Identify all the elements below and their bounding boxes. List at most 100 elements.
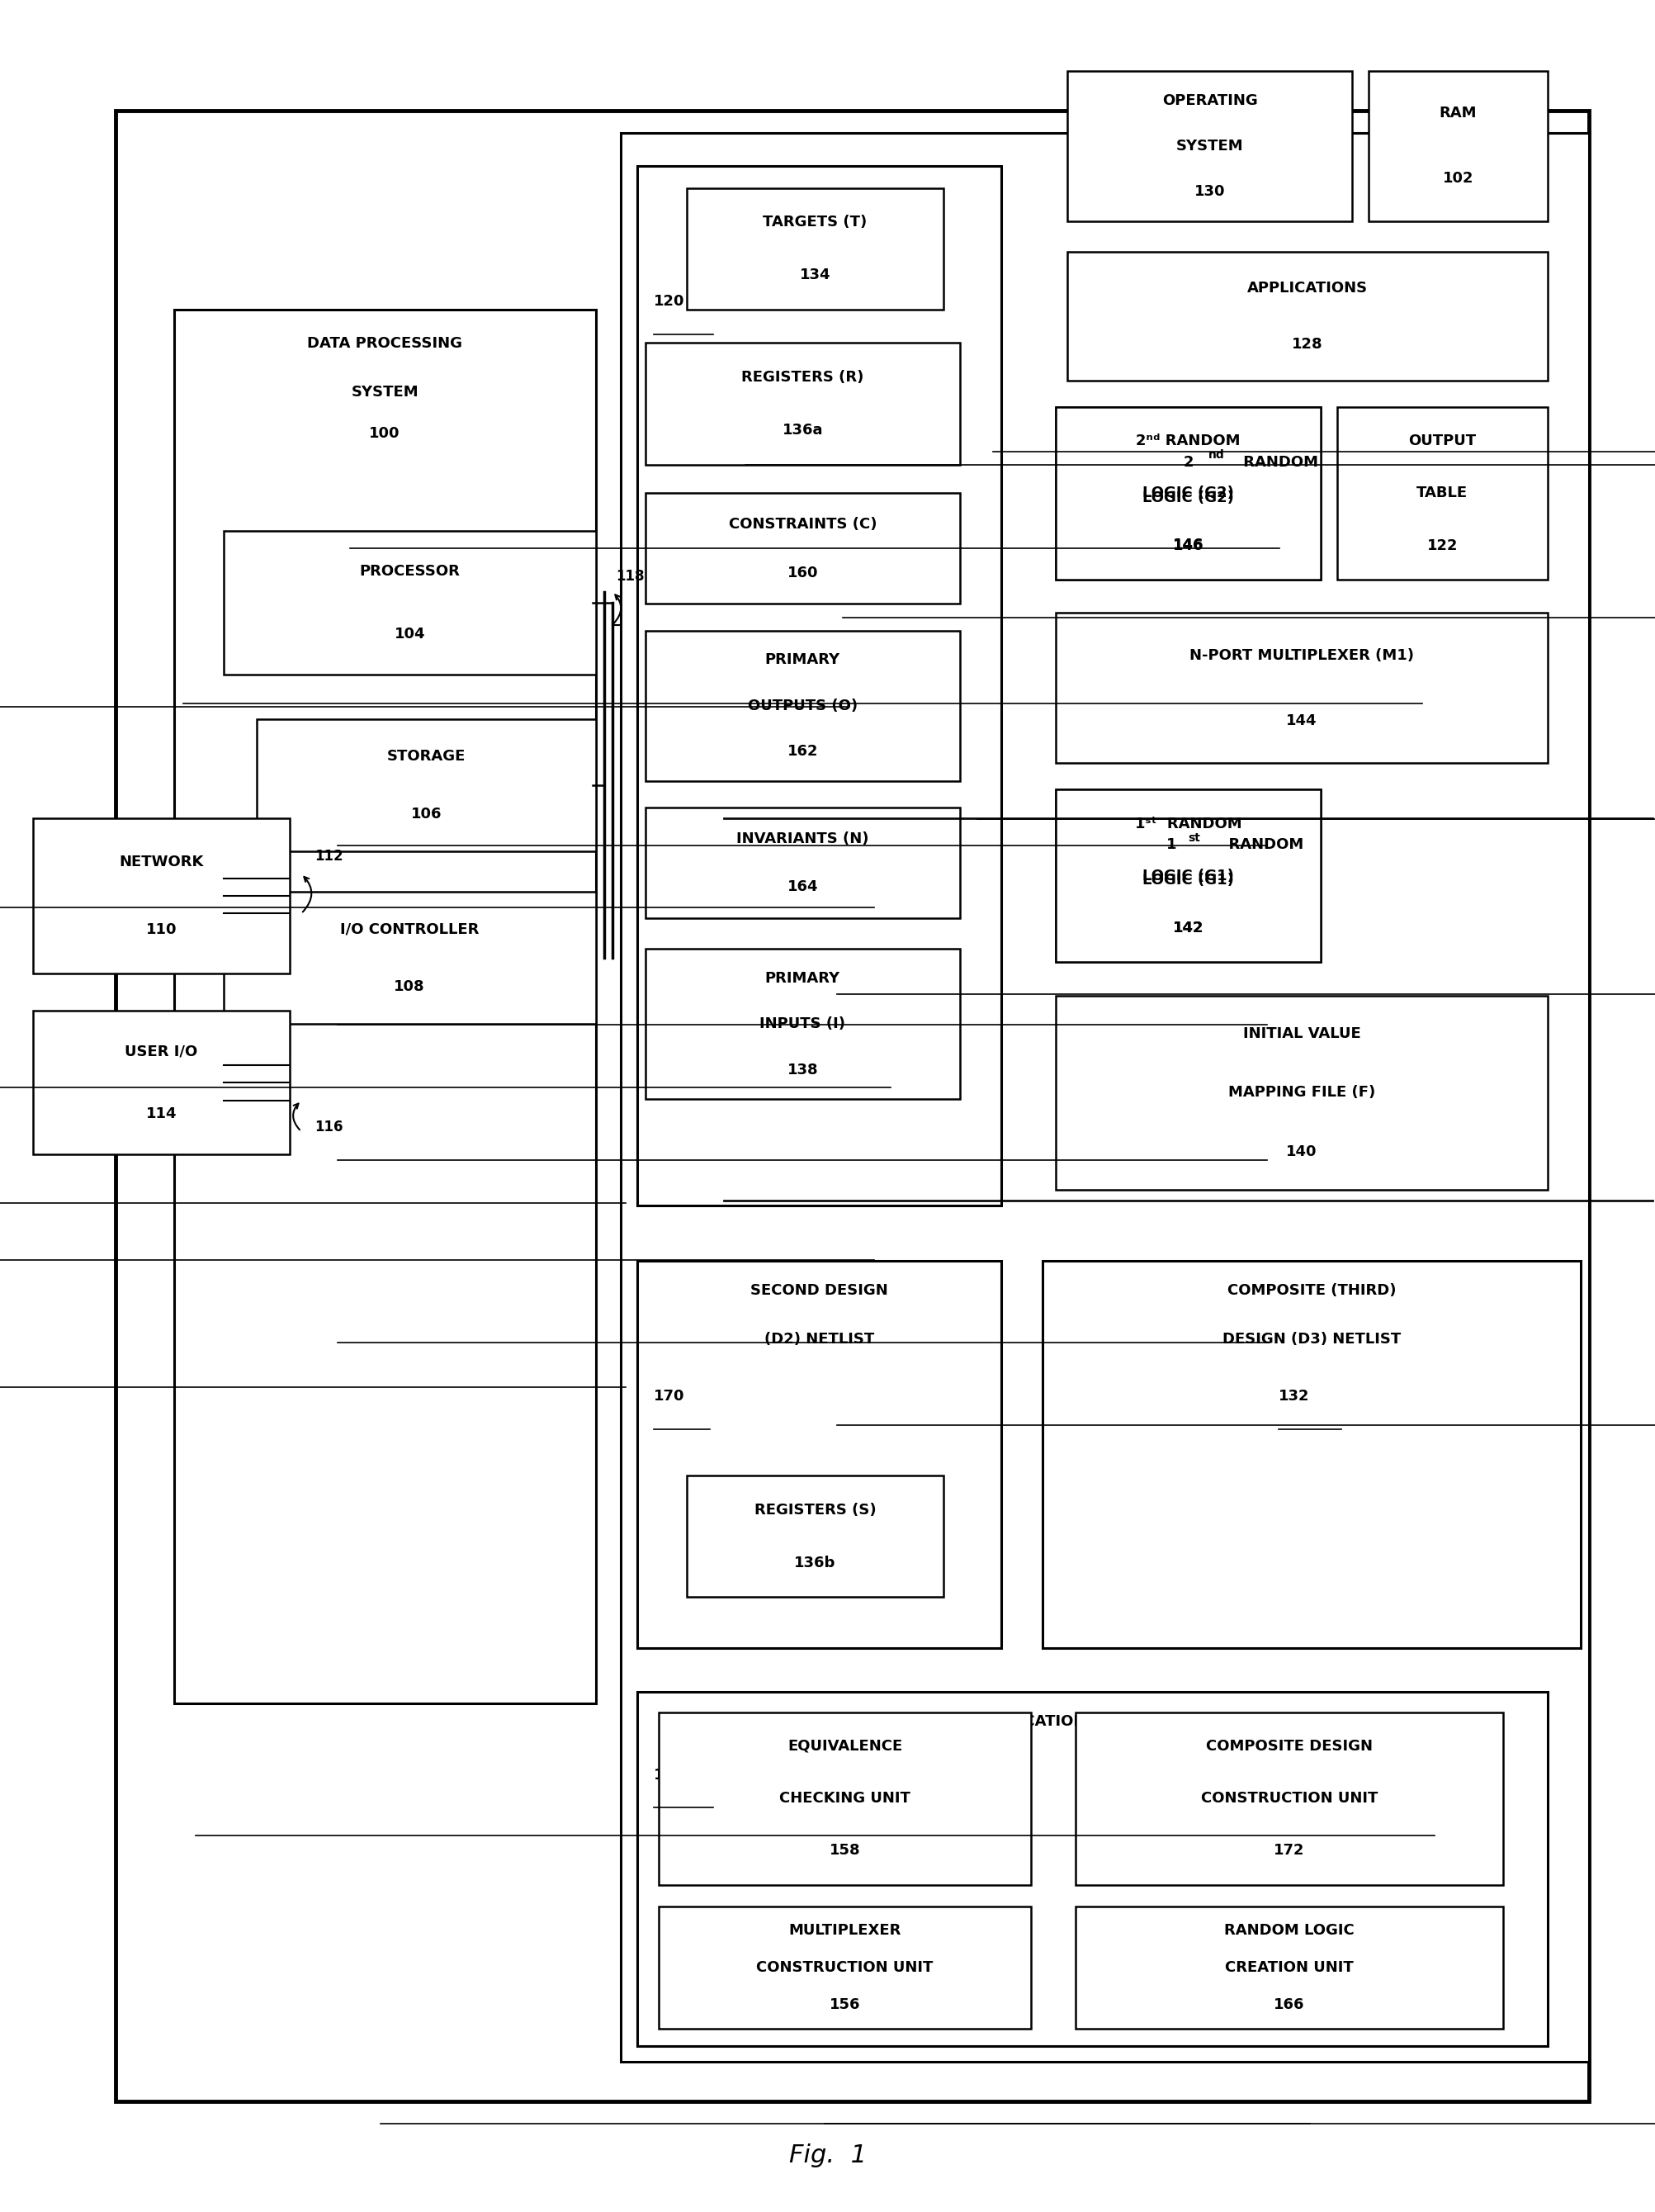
Bar: [687, 188, 943, 310]
Text: 142: 142: [1173, 920, 1203, 936]
Text: EQUIVALENCE: EQUIVALENCE: [788, 1739, 902, 1754]
Text: 170: 170: [654, 1389, 685, 1405]
Text: LOGIC (G1): LOGIC (G1): [1142, 874, 1235, 887]
Text: RANDOM: RANDOM: [1238, 456, 1317, 469]
Text: OUTPUTS (O): OUTPUTS (O): [748, 699, 857, 712]
Bar: [33, 1011, 290, 1155]
Text: REGISTERS (S): REGISTERS (S): [755, 1502, 875, 1517]
Bar: [223, 531, 596, 675]
Text: INVARIANTS (N): INVARIANTS (N): [736, 832, 869, 845]
Text: 142: 142: [1173, 920, 1203, 936]
Bar: [33, 818, 290, 973]
Text: OPERATING: OPERATING: [1162, 93, 1258, 108]
Bar: [1056, 995, 1547, 1190]
Text: 144: 144: [1286, 712, 1317, 728]
Text: 122: 122: [1427, 538, 1458, 553]
Text: 110: 110: [146, 922, 177, 938]
Bar: [687, 1475, 943, 1597]
Text: RAM: RAM: [1440, 106, 1476, 122]
Text: SECOND DESIGN: SECOND DESIGN: [750, 1283, 889, 1298]
Text: 104: 104: [394, 626, 425, 641]
Text: 172: 172: [1274, 1843, 1304, 1858]
Bar: [174, 310, 596, 1703]
Text: RANDOM: RANDOM: [1218, 838, 1302, 852]
Bar: [637, 1692, 1547, 2046]
Text: CHECKING UNIT: CHECKING UNIT: [780, 1792, 910, 1805]
Text: 106: 106: [410, 807, 442, 821]
Text: LOGIC (G2): LOGIC (G2): [1142, 487, 1235, 500]
Bar: [645, 343, 960, 465]
Text: 1: 1: [1167, 838, 1177, 852]
Text: STORAGE: STORAGE: [387, 750, 465, 763]
Text: 136b: 136b: [794, 1555, 836, 1571]
Text: Fig.  1: Fig. 1: [789, 2143, 866, 2168]
Text: APPLICATIONS: APPLICATIONS: [1248, 281, 1367, 296]
Text: (D2) NETLIST: (D2) NETLIST: [765, 1332, 874, 1347]
Text: 130: 130: [1195, 184, 1225, 199]
Text: COMPOSITE (THIRD): COMPOSITE (THIRD): [1228, 1283, 1395, 1298]
Bar: [116, 111, 1589, 2101]
Text: SYSTEM: SYSTEM: [351, 385, 419, 400]
Text: LOGIC (G2): LOGIC (G2): [1142, 491, 1235, 504]
Text: 124: 124: [654, 1767, 685, 1783]
Bar: [257, 719, 596, 852]
Text: 160: 160: [788, 566, 818, 580]
Text: 102: 102: [1443, 170, 1473, 186]
Text: VERIFICATION ENVIRONMENT: VERIFICATION ENVIRONMENT: [970, 1714, 1215, 1730]
Text: 158: 158: [829, 1843, 861, 1858]
Text: INPUTS (I): INPUTS (I): [760, 1018, 846, 1031]
Bar: [1043, 1261, 1581, 1648]
Bar: [645, 949, 960, 1099]
Bar: [645, 807, 960, 918]
Bar: [637, 1261, 1001, 1648]
Text: TABLE: TABLE: [1417, 487, 1468, 500]
Bar: [637, 166, 1001, 1206]
Text: DATA PROCESSING: DATA PROCESSING: [308, 336, 462, 352]
Bar: [645, 630, 960, 781]
Text: 136a: 136a: [783, 422, 823, 438]
Text: DESIGN (D1) NETLIST: DESIGN (D1) NETLIST: [730, 237, 909, 252]
Bar: [1369, 71, 1547, 221]
Bar: [1056, 790, 1321, 962]
Bar: [1067, 252, 1547, 380]
Text: 108: 108: [394, 980, 425, 993]
Text: 156: 156: [829, 1997, 861, 2013]
Text: 164: 164: [788, 880, 818, 894]
Text: 138: 138: [788, 1062, 818, 1077]
Bar: [659, 1907, 1031, 2028]
Text: CONSTRAINTS (C): CONSTRAINTS (C): [728, 518, 877, 531]
Bar: [1056, 407, 1321, 580]
Text: 166: 166: [1274, 1997, 1304, 2013]
Bar: [645, 493, 960, 604]
Bar: [1056, 613, 1547, 763]
Text: N-PORT MULTIPLEXER (M1): N-PORT MULTIPLEXER (M1): [1190, 648, 1413, 664]
Text: 2ⁿᵈ RANDOM: 2ⁿᵈ RANDOM: [1135, 434, 1241, 449]
Text: USER I/O: USER I/O: [124, 1044, 199, 1060]
Text: PROCESSOR: PROCESSOR: [359, 564, 460, 580]
Text: RANDOM LOGIC: RANDOM LOGIC: [1225, 1922, 1354, 1938]
Text: INITIAL VALUE: INITIAL VALUE: [1243, 1026, 1360, 1042]
Text: CONSTRUCTION UNIT: CONSTRUCTION UNIT: [756, 1960, 933, 1975]
Bar: [1076, 1712, 1503, 1885]
Text: 116: 116: [314, 1119, 343, 1135]
Text: MULTIPLEXER: MULTIPLEXER: [788, 1922, 902, 1938]
Bar: [1067, 71, 1352, 221]
Text: PRIMARY: PRIMARY: [765, 971, 841, 987]
Bar: [1337, 407, 1547, 580]
Text: 118: 118: [616, 568, 644, 584]
Text: INITIAL (FIRST): INITIAL (FIRST): [756, 188, 882, 204]
Text: CONSTRUCTION UNIT: CONSTRUCTION UNIT: [1202, 1792, 1377, 1805]
Text: SYSTEM: SYSTEM: [1177, 139, 1243, 153]
Text: 162: 162: [788, 743, 818, 759]
Text: 132: 132: [1278, 1389, 1309, 1405]
Bar: [1056, 790, 1321, 962]
Text: NETWORK: NETWORK: [119, 854, 204, 869]
Text: nd: nd: [1208, 449, 1225, 460]
Bar: [1056, 407, 1321, 580]
Text: LOGIC (G1): LOGIC (G1): [1142, 869, 1235, 883]
Text: 146: 146: [1173, 538, 1203, 553]
Text: 112: 112: [314, 849, 343, 863]
Text: 140: 140: [1286, 1144, 1317, 1159]
Text: 1ˢᵗ  RANDOM: 1ˢᵗ RANDOM: [1135, 816, 1241, 832]
Bar: [223, 891, 596, 1024]
